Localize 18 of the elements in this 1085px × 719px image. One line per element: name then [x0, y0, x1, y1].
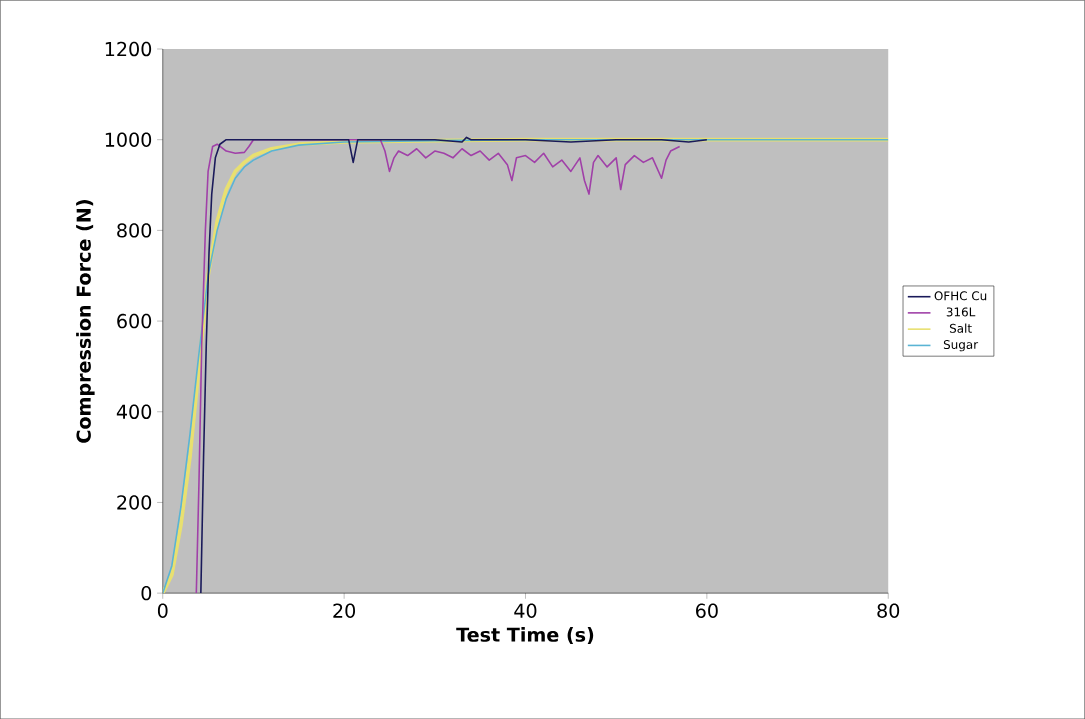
x-tick-label: 40 [514, 603, 537, 618]
x-tick-label: 0 [157, 603, 168, 618]
y-tick-label: 1000 [105, 132, 152, 147]
y-tick-label: 1200 [105, 41, 152, 57]
y-tick-label: 400 [116, 404, 152, 419]
x-tick-label: 80 [877, 603, 900, 618]
legend-label: 316L [946, 307, 976, 317]
x-tick-label: 20 [333, 603, 356, 618]
y-tick-label: 0 [141, 585, 152, 601]
x-tick-label: 60 [696, 603, 718, 618]
x-axis-title: Test Time (s) [456, 626, 594, 645]
legend-label: OFHC Cu [934, 291, 987, 301]
y-axis-title: Compression Force (N) [76, 200, 95, 443]
legend-label: Sugar [943, 339, 979, 352]
y-tick-label: 200 [117, 495, 152, 510]
legend-label: Salt [949, 323, 972, 333]
y-tick-label: 800 [117, 223, 152, 238]
y-tick-label: 600 [117, 313, 152, 329]
